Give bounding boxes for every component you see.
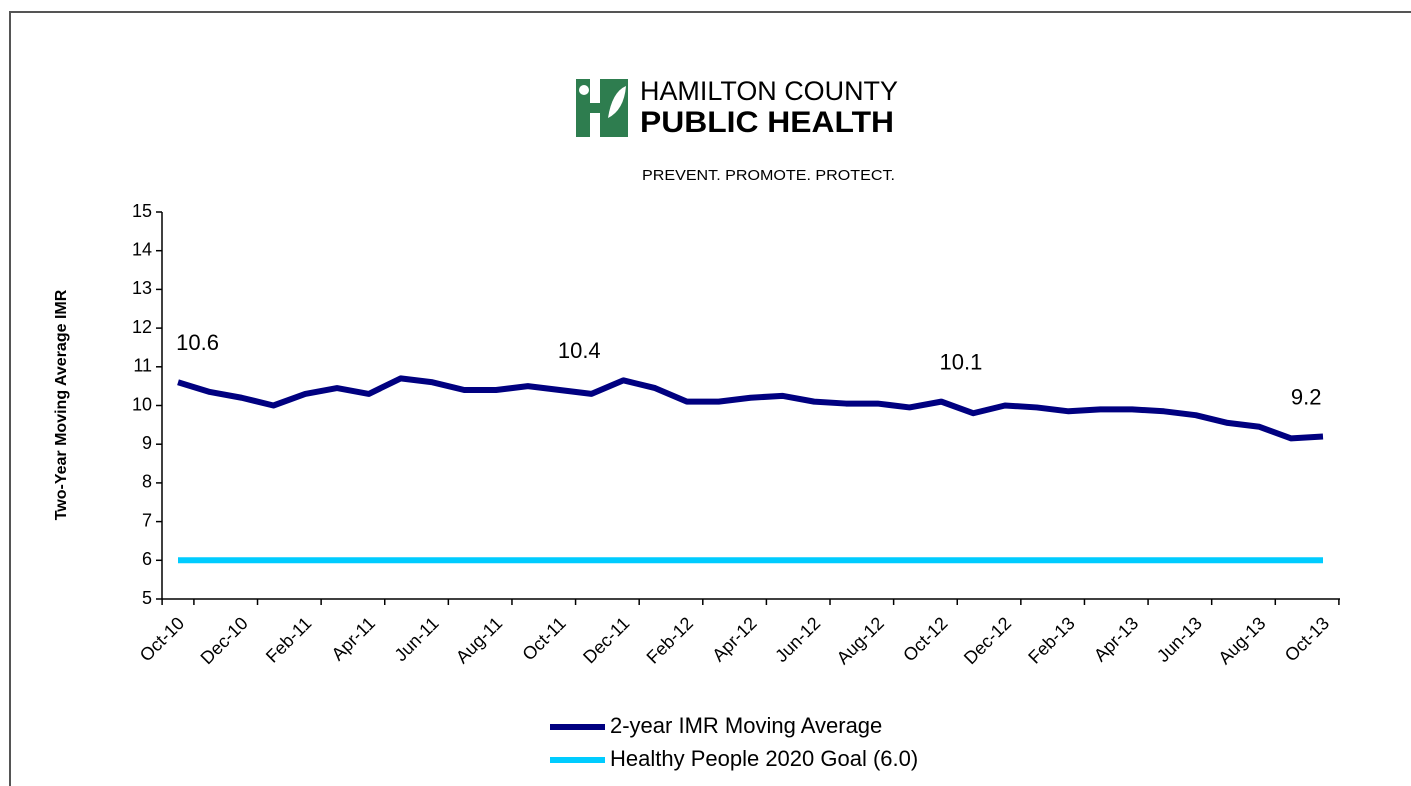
- legend-label: Healthy People 2020 Goal (6.0): [610, 746, 918, 771]
- data-label: 10.1: [940, 349, 983, 374]
- data-label: 10.6: [176, 330, 219, 355]
- data-label: 10.4: [558, 338, 601, 363]
- y-tick-label: 11: [133, 356, 152, 376]
- y-tick-label: 14: [132, 239, 152, 259]
- y-axis-label: Two-Year Moving Average IMR: [53, 289, 70, 520]
- y-tick-label: 13: [132, 278, 152, 298]
- data-label: 9.2: [1291, 384, 1322, 409]
- y-tick-label: 10: [132, 394, 152, 414]
- org-name: PUBLIC HEALTH: [640, 106, 894, 139]
- y-tick-label: 9: [142, 433, 152, 453]
- series-line: [177, 375, 1324, 442]
- y-tick-label: 7: [142, 510, 152, 530]
- y-tick-label: 5: [142, 588, 152, 608]
- y-tick-label: 8: [142, 472, 152, 492]
- logo: [576, 79, 628, 137]
- tagline: PREVENT. PROMOTE. PROTECT.: [642, 167, 895, 184]
- y-tick-label: 12: [132, 317, 152, 337]
- y-tick-label: 15: [132, 201, 152, 221]
- legend-label: 2-year IMR Moving Average: [610, 713, 882, 738]
- org-name: HAMILTON COUNTY: [640, 76, 898, 106]
- y-tick-label: 6: [142, 549, 152, 569]
